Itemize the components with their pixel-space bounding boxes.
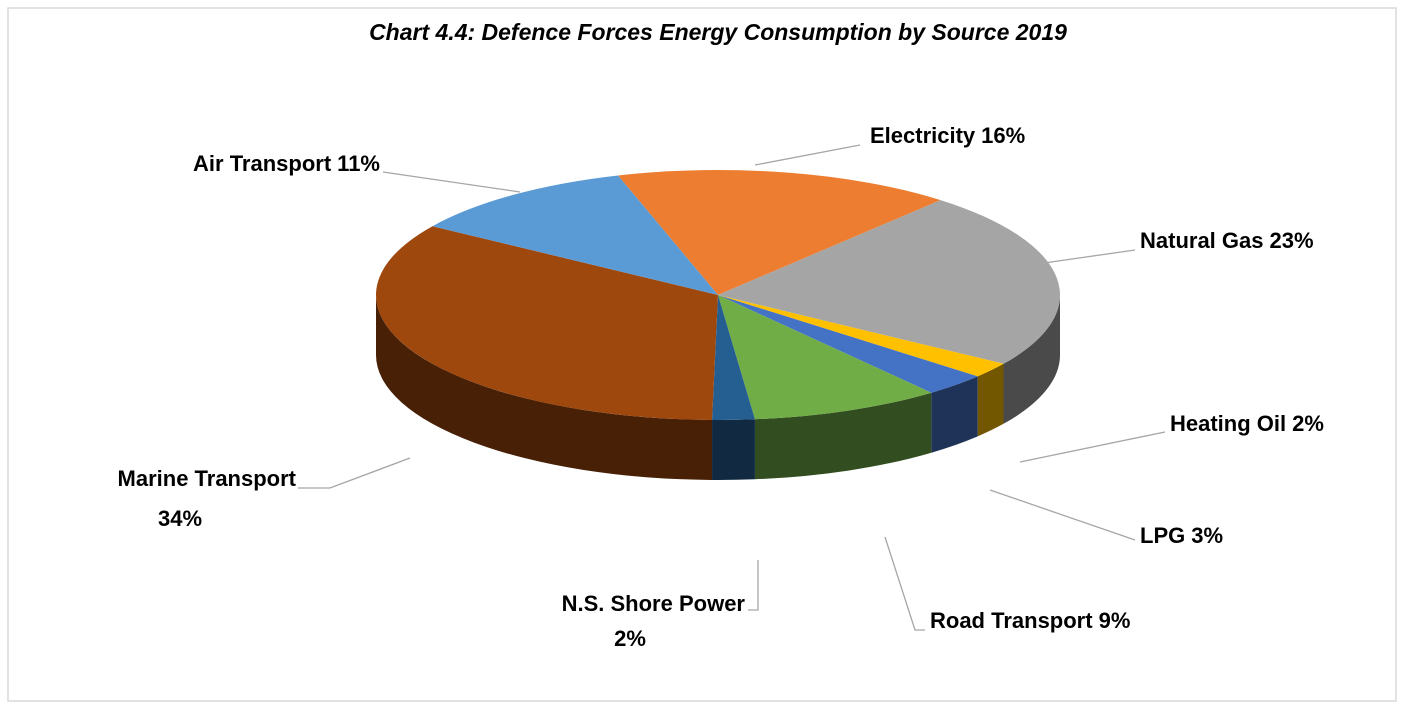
category-label: N.S. Shore Power xyxy=(562,591,746,616)
category-label: Air Transport xyxy=(193,151,332,176)
pie-sides xyxy=(376,295,1060,480)
slice-label: Natural Gas 23% xyxy=(1140,228,1314,253)
value-label: 16% xyxy=(981,123,1025,148)
slice xyxy=(718,295,1004,377)
slice-label: Heating Oil 2% xyxy=(1170,411,1324,436)
slice xyxy=(376,226,718,420)
category-label: Heating Oil xyxy=(1170,411,1286,436)
leader-line xyxy=(298,457,411,489)
slice xyxy=(718,200,1060,364)
slice-label: Road Transport 9% xyxy=(930,608,1130,633)
pie-tops xyxy=(376,170,1060,420)
leader-line xyxy=(1019,431,1166,463)
pie-labels: Electricity 16%Natural Gas 23%Heating Oil 2… xyxy=(118,123,1324,651)
category-label: Road Transport xyxy=(930,608,1093,633)
leader-line xyxy=(989,489,1136,541)
category-label: Electricity xyxy=(870,123,976,148)
slice-label: Air Transport 11% xyxy=(193,151,380,176)
slice xyxy=(618,170,941,295)
leader-line xyxy=(884,536,925,631)
value-label: 3% xyxy=(1191,523,1223,548)
slice xyxy=(712,295,755,420)
slice xyxy=(432,175,718,295)
value-label: 9% xyxy=(1099,608,1131,633)
category-label: Marine Transport xyxy=(118,466,297,491)
slice-side xyxy=(931,376,978,453)
slice-label: LPG 3% xyxy=(1140,523,1223,548)
value-label: 34% xyxy=(158,506,202,531)
category-label: Natural Gas xyxy=(1140,228,1264,253)
chart-title: Chart 4.4: Defence Forces Energy Consump… xyxy=(369,19,1067,45)
slice-label: Electricity 16% xyxy=(870,123,1025,148)
slice-side xyxy=(376,295,713,480)
category-label: LPG xyxy=(1140,523,1185,548)
value-label: 23% xyxy=(1270,228,1314,253)
slice-side xyxy=(1003,295,1060,424)
value-label: 11% xyxy=(337,151,380,176)
leader-line xyxy=(754,144,861,166)
value-label: 2% xyxy=(614,626,646,651)
slice xyxy=(718,295,932,420)
slice-side xyxy=(977,363,1004,437)
value-label: 2% xyxy=(1292,411,1324,436)
slice-side xyxy=(712,419,755,480)
leader-line xyxy=(1029,249,1136,266)
leader-line xyxy=(382,171,521,193)
slice xyxy=(718,295,978,393)
leader-line xyxy=(748,560,759,611)
slice-side xyxy=(754,392,932,480)
